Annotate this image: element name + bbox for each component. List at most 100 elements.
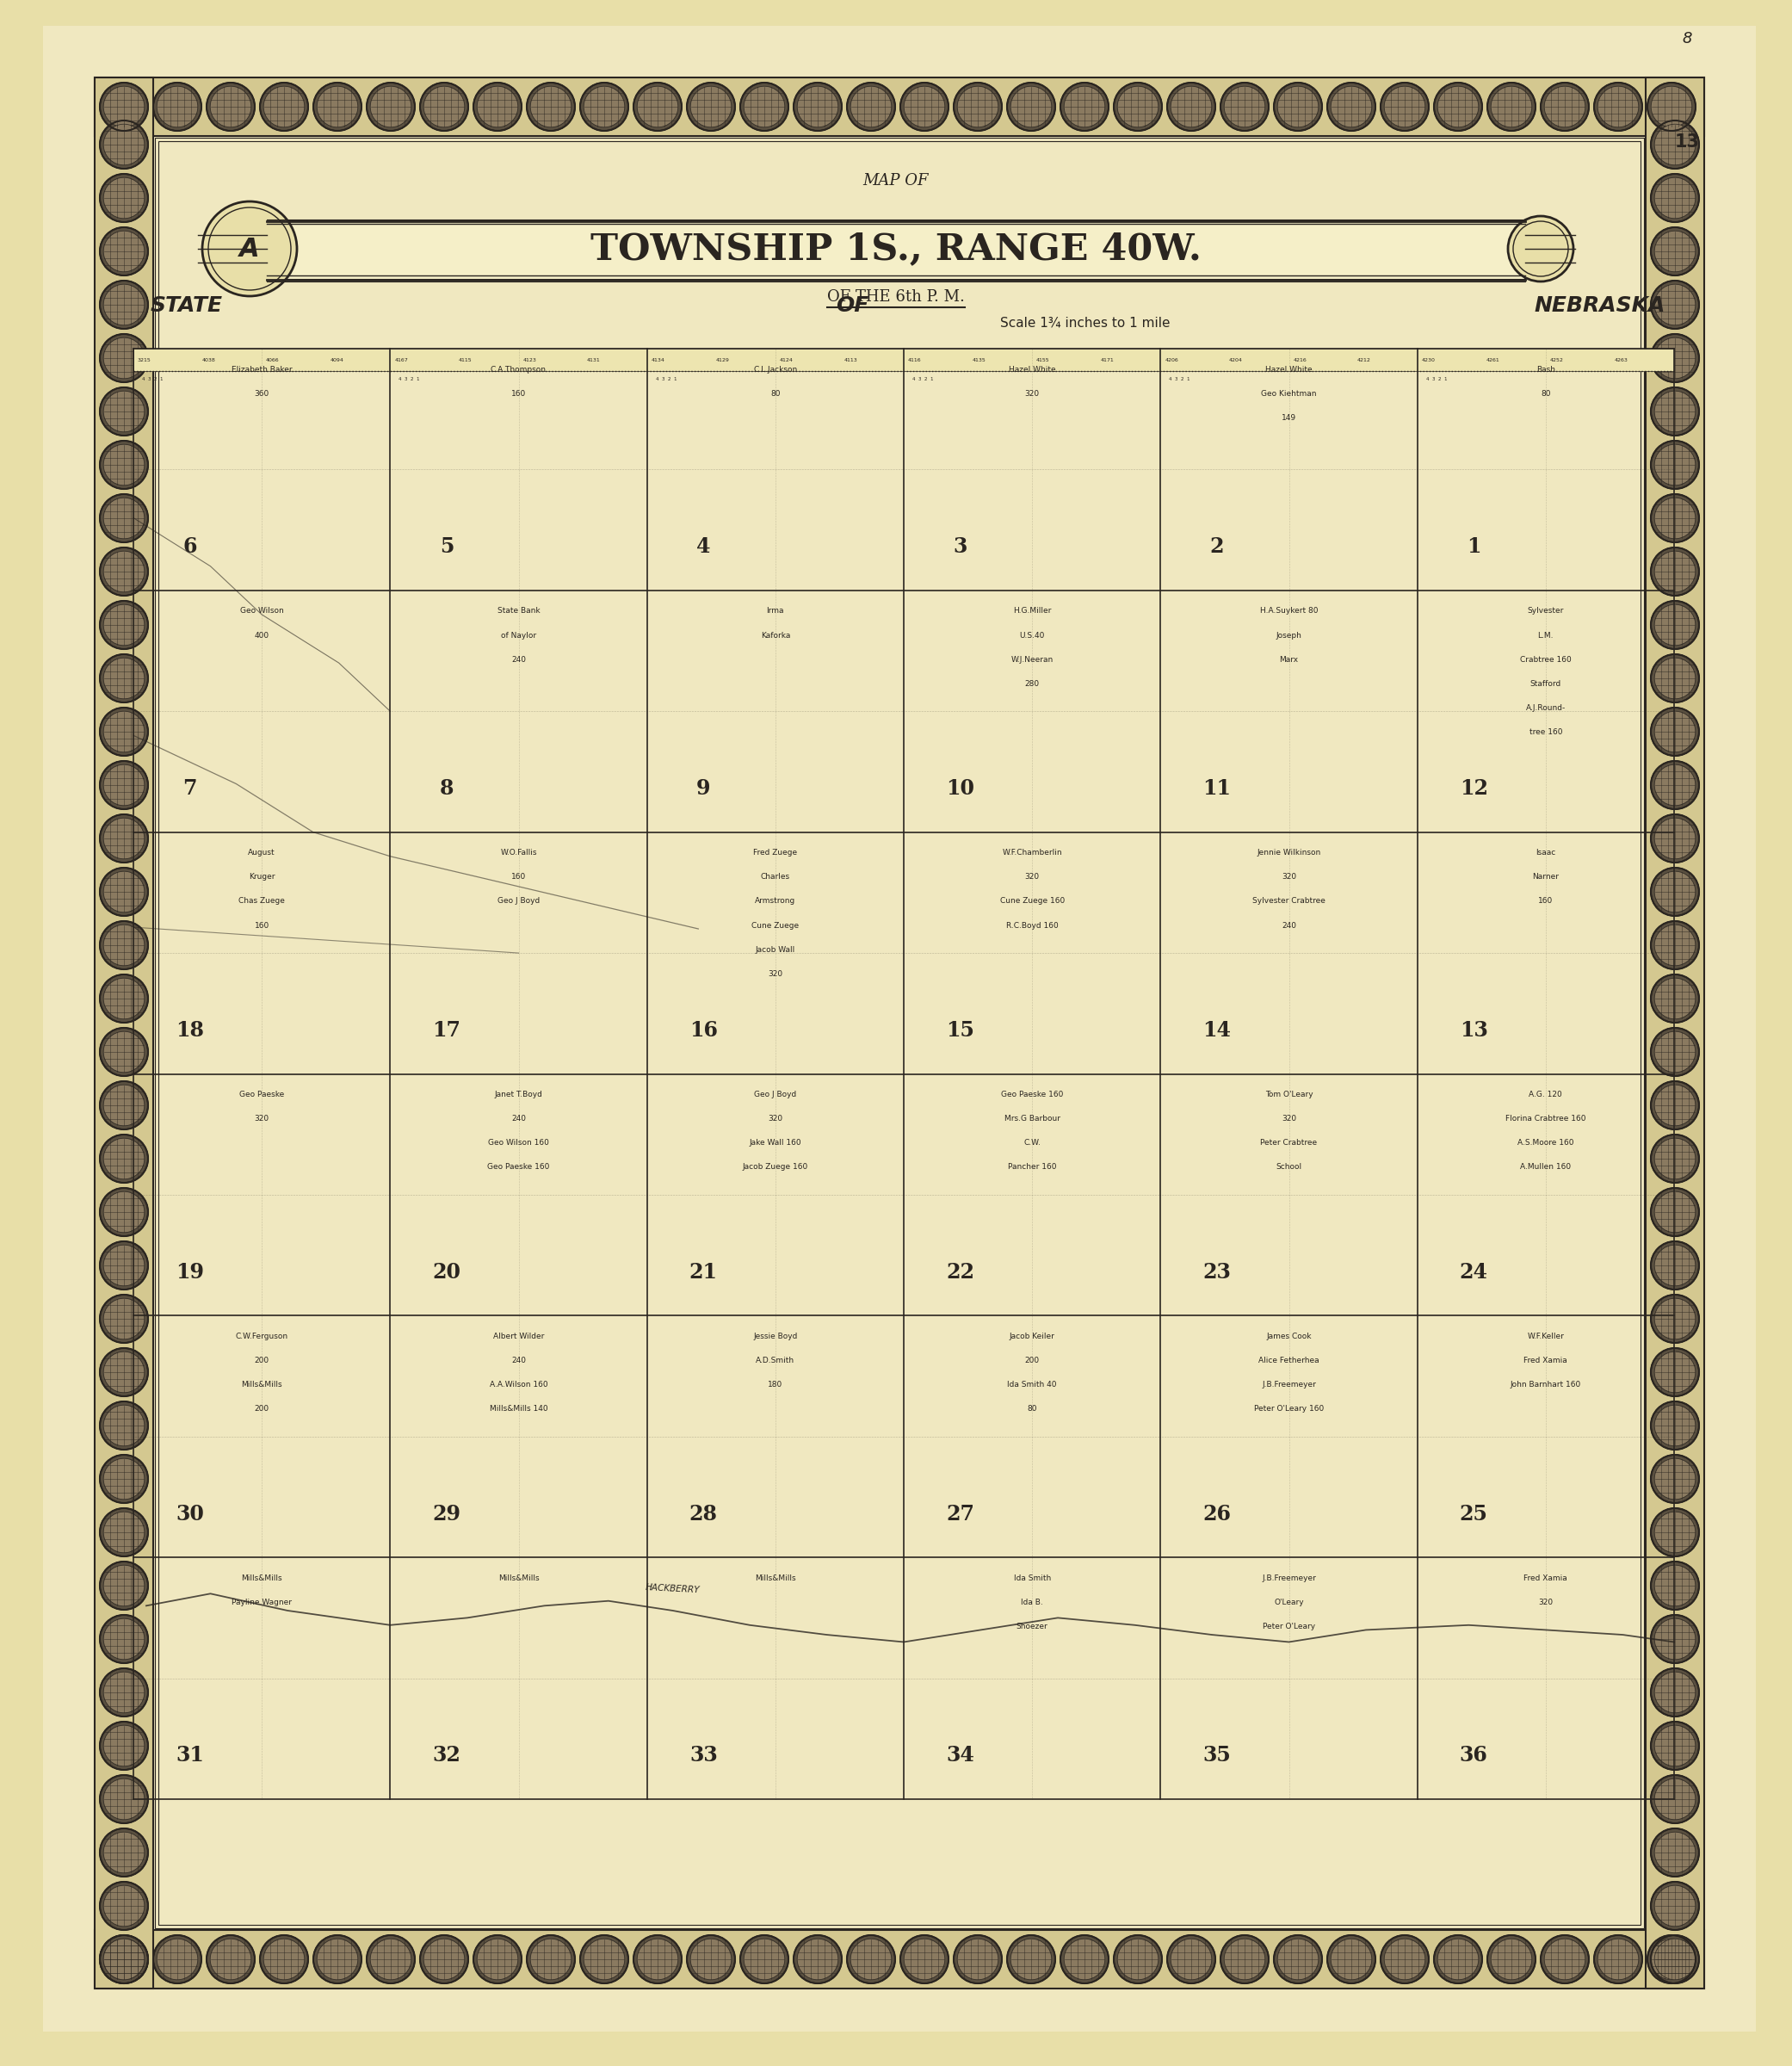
Circle shape <box>1061 1936 1109 1983</box>
Text: John Barnhart 160: John Barnhart 160 <box>1511 1380 1581 1388</box>
Circle shape <box>1115 83 1161 130</box>
Circle shape <box>100 440 149 490</box>
Text: W.F.Keller: W.F.Keller <box>1527 1333 1564 1341</box>
Text: 16: 16 <box>690 1021 717 1041</box>
Circle shape <box>1650 1242 1699 1289</box>
Circle shape <box>100 814 149 864</box>
Text: 320: 320 <box>1281 874 1296 880</box>
Circle shape <box>477 87 518 128</box>
Text: 4123: 4123 <box>523 357 536 362</box>
Circle shape <box>1598 1938 1638 1979</box>
Text: 32: 32 <box>432 1746 461 1766</box>
Circle shape <box>477 1938 518 1979</box>
Circle shape <box>423 87 464 128</box>
Circle shape <box>100 1936 149 1983</box>
Text: 25: 25 <box>1460 1504 1487 1525</box>
Text: TOWNSHIP 1S., RANGE 40W.: TOWNSHIP 1S., RANGE 40W. <box>591 231 1201 267</box>
Text: Peter Crabtree: Peter Crabtree <box>1260 1138 1317 1147</box>
Circle shape <box>690 87 731 128</box>
Text: Peter O'Leary 160: Peter O'Leary 160 <box>1254 1405 1324 1413</box>
Text: Geo Kiehtman: Geo Kiehtman <box>1262 390 1317 397</box>
Text: HACKBERRY: HACKBERRY <box>645 1583 701 1595</box>
Text: 19: 19 <box>176 1262 204 1283</box>
Circle shape <box>1654 1833 1695 1874</box>
Text: NEBRASKA: NEBRASKA <box>1534 295 1665 316</box>
Text: 2: 2 <box>1210 537 1224 558</box>
Circle shape <box>260 1936 308 1983</box>
Circle shape <box>1118 87 1158 128</box>
Text: 13: 13 <box>1460 1021 1487 1041</box>
Circle shape <box>104 1192 145 1233</box>
Circle shape <box>1650 975 1699 1023</box>
Circle shape <box>794 1936 842 1983</box>
Text: 34: 34 <box>946 1746 975 1766</box>
Text: Charles: Charles <box>760 874 790 880</box>
Circle shape <box>473 1936 521 1983</box>
Circle shape <box>104 1138 145 1180</box>
Circle shape <box>1274 1936 1322 1983</box>
Circle shape <box>953 1936 1002 1983</box>
Circle shape <box>100 760 149 810</box>
Circle shape <box>104 711 145 752</box>
Circle shape <box>1278 1938 1319 1979</box>
Text: 200: 200 <box>254 1405 269 1413</box>
Circle shape <box>100 281 149 328</box>
Circle shape <box>1650 1669 1699 1717</box>
Circle shape <box>210 87 251 128</box>
Text: 6: 6 <box>183 537 197 558</box>
Circle shape <box>100 707 149 756</box>
Text: School: School <box>1276 1163 1301 1171</box>
Circle shape <box>851 87 892 128</box>
Circle shape <box>1654 1779 1695 1820</box>
Text: 4167: 4167 <box>394 357 409 362</box>
Circle shape <box>744 1938 785 1979</box>
Text: R.C.Boyd 160: R.C.Boyd 160 <box>1005 921 1059 930</box>
Circle shape <box>100 120 149 169</box>
Circle shape <box>1650 388 1699 436</box>
Circle shape <box>1650 814 1699 864</box>
Text: Isaac: Isaac <box>1536 849 1555 857</box>
Text: 29: 29 <box>432 1504 461 1525</box>
Circle shape <box>1654 1138 1695 1180</box>
Circle shape <box>1328 83 1376 130</box>
Text: 320: 320 <box>1025 390 1039 397</box>
Text: Scale 1¾ inches to 1 mile: Scale 1¾ inches to 1 mile <box>1000 316 1170 328</box>
Circle shape <box>1383 1938 1425 1979</box>
Circle shape <box>104 87 145 128</box>
Circle shape <box>104 1938 145 1979</box>
Text: Mrs.G Barbour: Mrs.G Barbour <box>1004 1116 1061 1122</box>
Text: 320: 320 <box>769 969 783 977</box>
Text: A.A.Wilson 160: A.A.Wilson 160 <box>489 1380 548 1388</box>
Bar <box>159 143 1640 1923</box>
Circle shape <box>1170 1938 1211 1979</box>
Circle shape <box>1654 337 1695 378</box>
Text: 4  3  2  1: 4 3 2 1 <box>656 378 677 382</box>
Bar <box>267 221 1525 279</box>
Circle shape <box>1650 1508 1699 1556</box>
Circle shape <box>104 818 145 859</box>
Circle shape <box>1654 1938 1695 1979</box>
Circle shape <box>1487 83 1536 130</box>
Circle shape <box>1654 1671 1695 1713</box>
Text: 4  3  2  1: 4 3 2 1 <box>1168 378 1190 382</box>
Circle shape <box>1654 1618 1695 1659</box>
Circle shape <box>1650 547 1699 595</box>
Circle shape <box>1654 711 1695 752</box>
Text: Alice Fetherhea: Alice Fetherhea <box>1258 1357 1319 1364</box>
Circle shape <box>900 1936 948 1983</box>
Text: Fred Zuege: Fred Zuege <box>753 849 797 857</box>
Text: 4135: 4135 <box>973 357 986 362</box>
Text: Geo Wilson 160: Geo Wilson 160 <box>487 1138 548 1147</box>
Circle shape <box>104 605 145 645</box>
Text: Jake Wall 160: Jake Wall 160 <box>749 1138 801 1147</box>
Circle shape <box>100 174 149 221</box>
Text: Jessie Boyd: Jessie Boyd <box>753 1333 797 1341</box>
Circle shape <box>1650 227 1699 275</box>
Text: 320: 320 <box>1538 1599 1554 1605</box>
Circle shape <box>1434 83 1482 130</box>
Text: 35: 35 <box>1202 1746 1231 1766</box>
Text: 31: 31 <box>176 1746 204 1766</box>
Text: 30: 30 <box>176 1504 204 1525</box>
Circle shape <box>104 1779 145 1820</box>
Text: 4131: 4131 <box>588 357 600 362</box>
